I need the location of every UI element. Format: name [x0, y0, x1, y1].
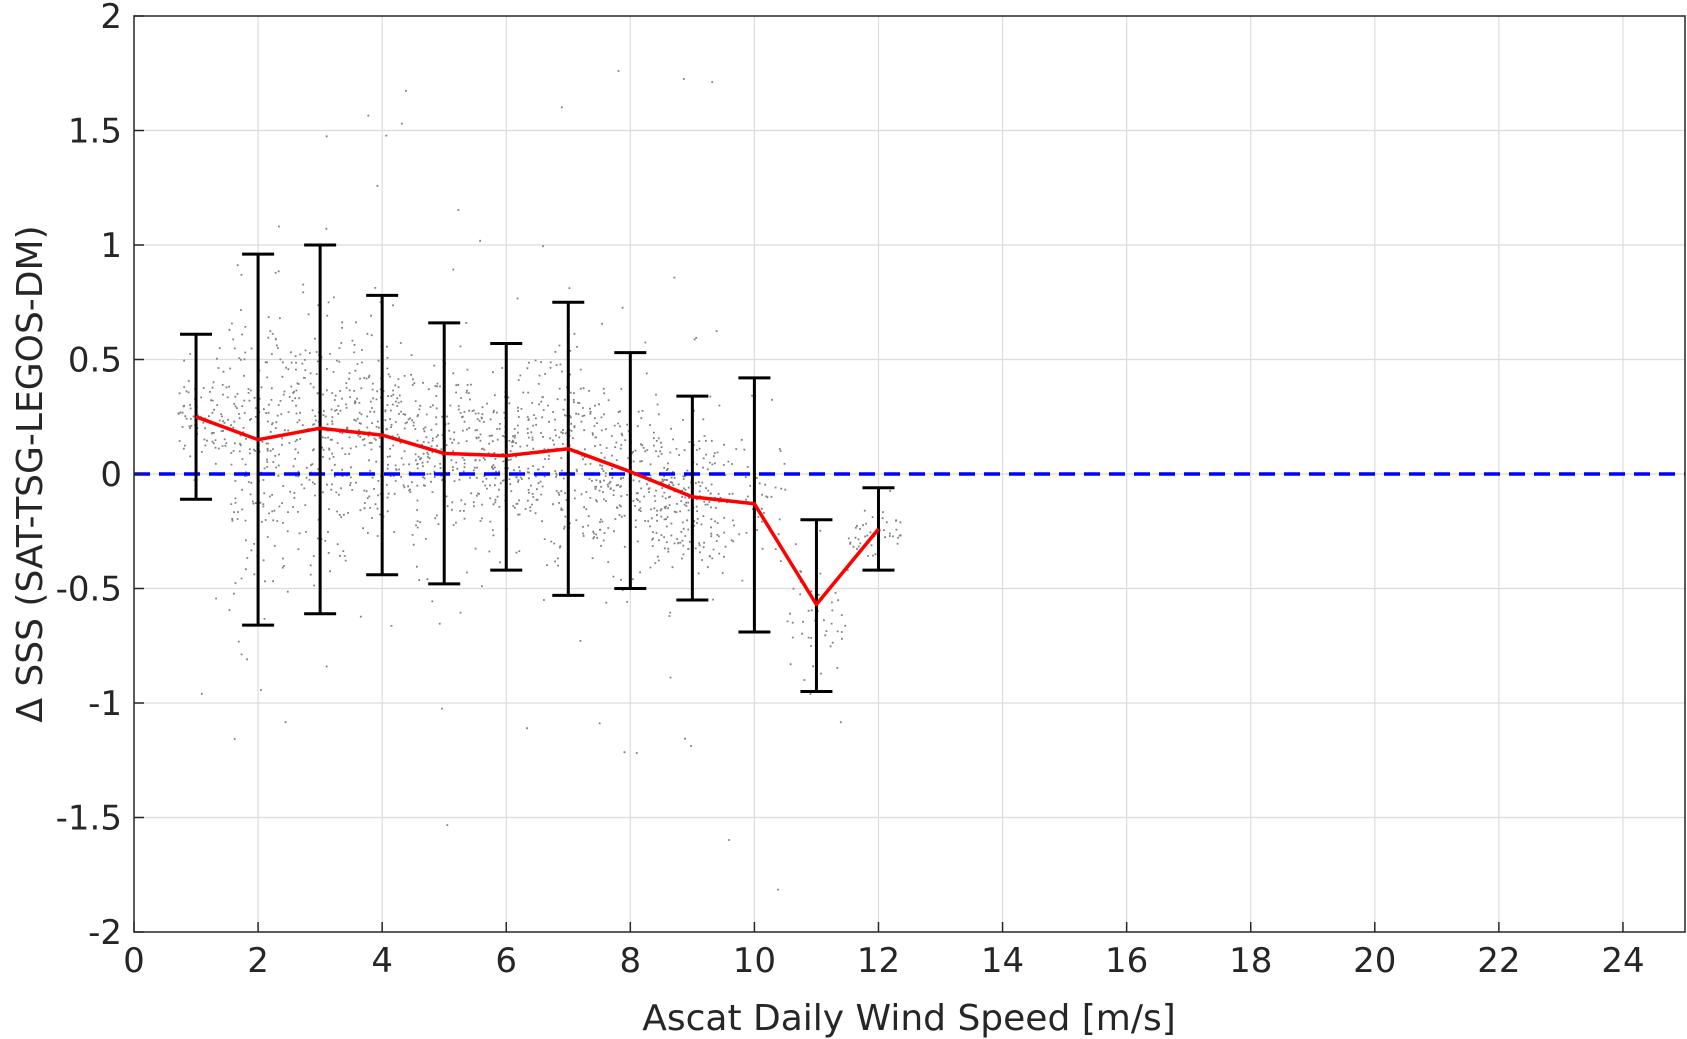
- y-tick-label: 0.5: [68, 341, 122, 381]
- y-tick-label: 2: [100, 0, 122, 37]
- x-tick-label: 22: [1477, 941, 1520, 981]
- x-tick-label: 20: [1353, 941, 1396, 981]
- x-axis-label: Ascat Daily Wind Speed [m/s]: [642, 998, 1176, 1039]
- y-axis-label: Δ SSS (SAT-TSG-LEGOS-DM): [10, 225, 51, 722]
- x-tick-label: 0: [123, 941, 145, 981]
- x-tick-label: 12: [857, 941, 900, 981]
- x-tick-label: 18: [1229, 941, 1272, 981]
- x-tick-label: 10: [733, 941, 776, 981]
- y-tick-label: -1: [88, 684, 122, 724]
- mean-line: [195, 415, 880, 607]
- x-tick-label: 6: [495, 941, 517, 981]
- y-axis-ticks: -2 -1.5 -1 -0.5 0 0.5 1 1.5 2: [56, 0, 144, 953]
- x-tick-label: 8: [619, 941, 641, 981]
- mean-series-line: [195, 415, 880, 607]
- x-tick-label: 14: [981, 941, 1024, 981]
- y-tick-label: 1: [100, 226, 122, 266]
- y-tick-label: -2: [88, 913, 122, 953]
- x-axis-ticks: 0 2 4 6 8 10 12 14 16 18 20 22 24: [123, 922, 1645, 981]
- x-tick-label: 4: [371, 941, 393, 981]
- y-tick-label: -1.5: [56, 799, 122, 839]
- x-tick-label: 16: [1105, 941, 1148, 981]
- y-tick-label: -0.5: [56, 570, 122, 610]
- y-tick-label: 0: [100, 455, 122, 495]
- y-tick-label: 1.5: [68, 112, 122, 152]
- x-tick-label: 2: [247, 941, 269, 981]
- x-tick-label: 24: [1601, 941, 1644, 981]
